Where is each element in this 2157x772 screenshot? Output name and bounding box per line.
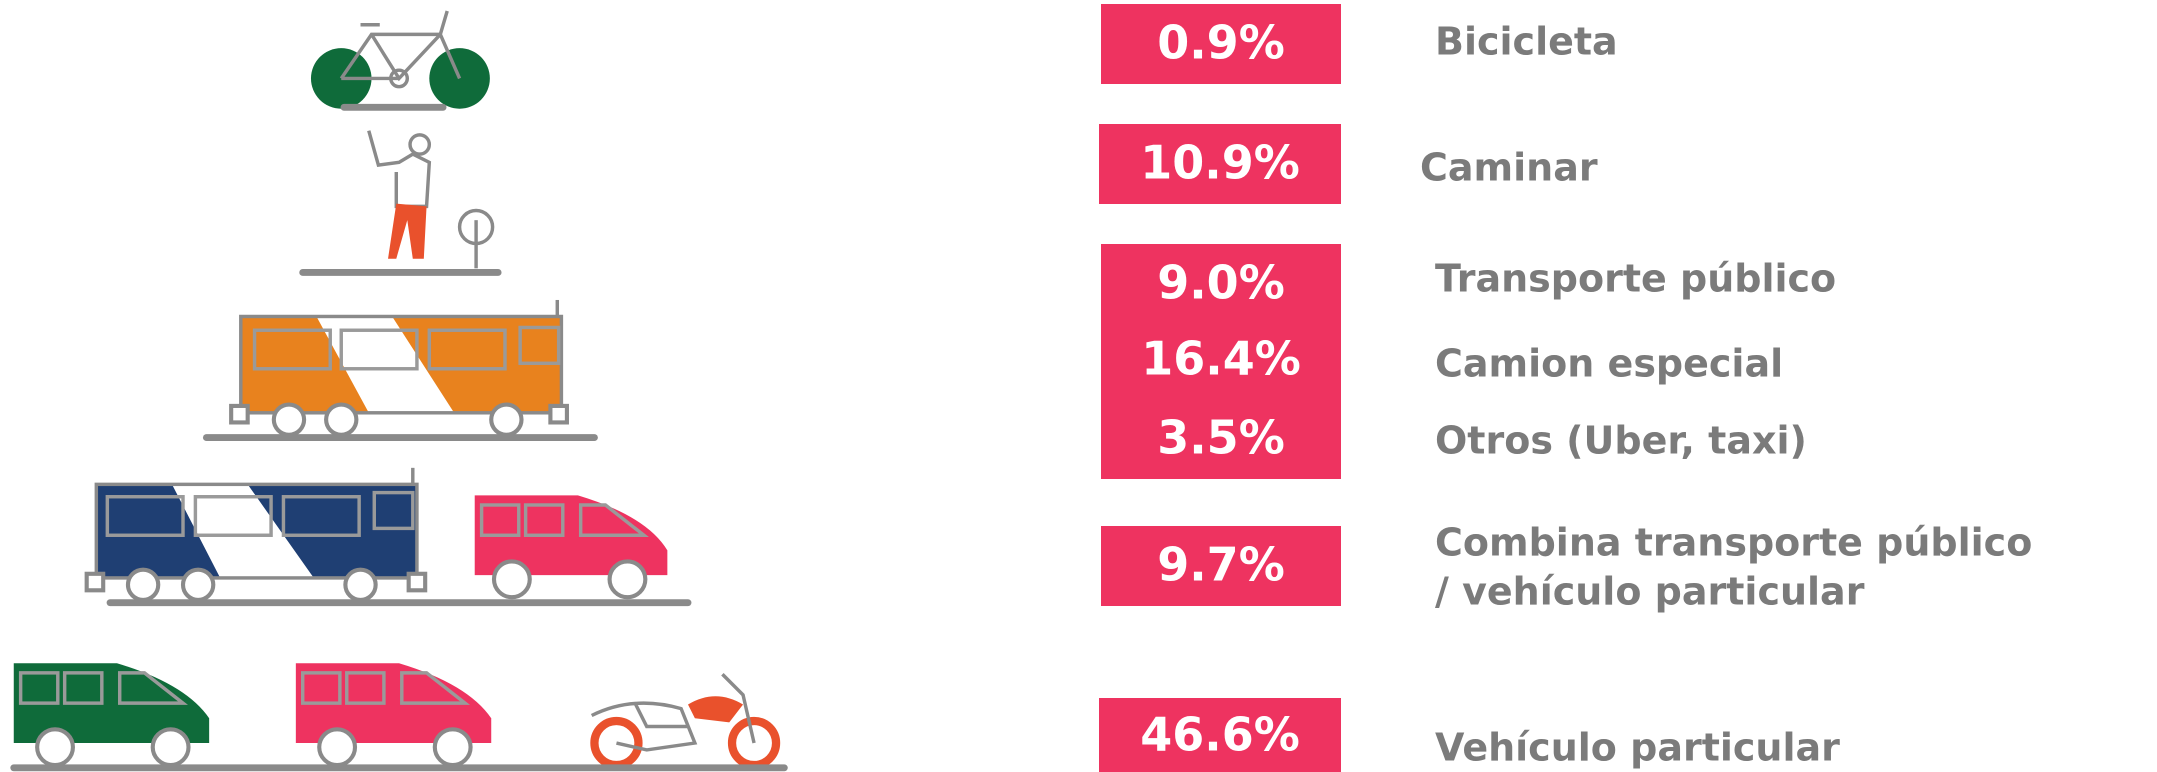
value-box [1099, 124, 1341, 204]
label: Transporte público [1435, 257, 1836, 301]
value: 9.0% [1157, 256, 1285, 310]
label: Combina transporte público [1435, 521, 2032, 565]
label: Bicicleta [1435, 20, 1618, 64]
bus-and-car-icon [84, 467, 692, 607]
label: Camion especial [1435, 342, 1783, 386]
value-box [1101, 526, 1341, 606]
value: 3.5% [1157, 411, 1285, 465]
value: 0.9% [1157, 16, 1285, 70]
walker-icon [299, 130, 502, 276]
label: / vehículo particular [1435, 570, 1865, 614]
label: Vehículo particular [1435, 726, 1840, 770]
label: Caminar [1420, 146, 1598, 190]
value: 16.4% [1141, 332, 1301, 386]
private-vehicles-icon [10, 663, 788, 772]
value-box [1099, 698, 1341, 772]
value-box [1101, 244, 1341, 479]
orange-bus-icon [202, 299, 598, 442]
bicycle-icon [310, 10, 490, 111]
value: 46.6% [1140, 708, 1300, 762]
icons [10, 10, 788, 772]
value: 9.7% [1157, 538, 1285, 592]
label: Otros (Uber, taxi) [1435, 419, 1807, 463]
value: 10.9% [1140, 136, 1300, 190]
value-box [1101, 4, 1341, 84]
